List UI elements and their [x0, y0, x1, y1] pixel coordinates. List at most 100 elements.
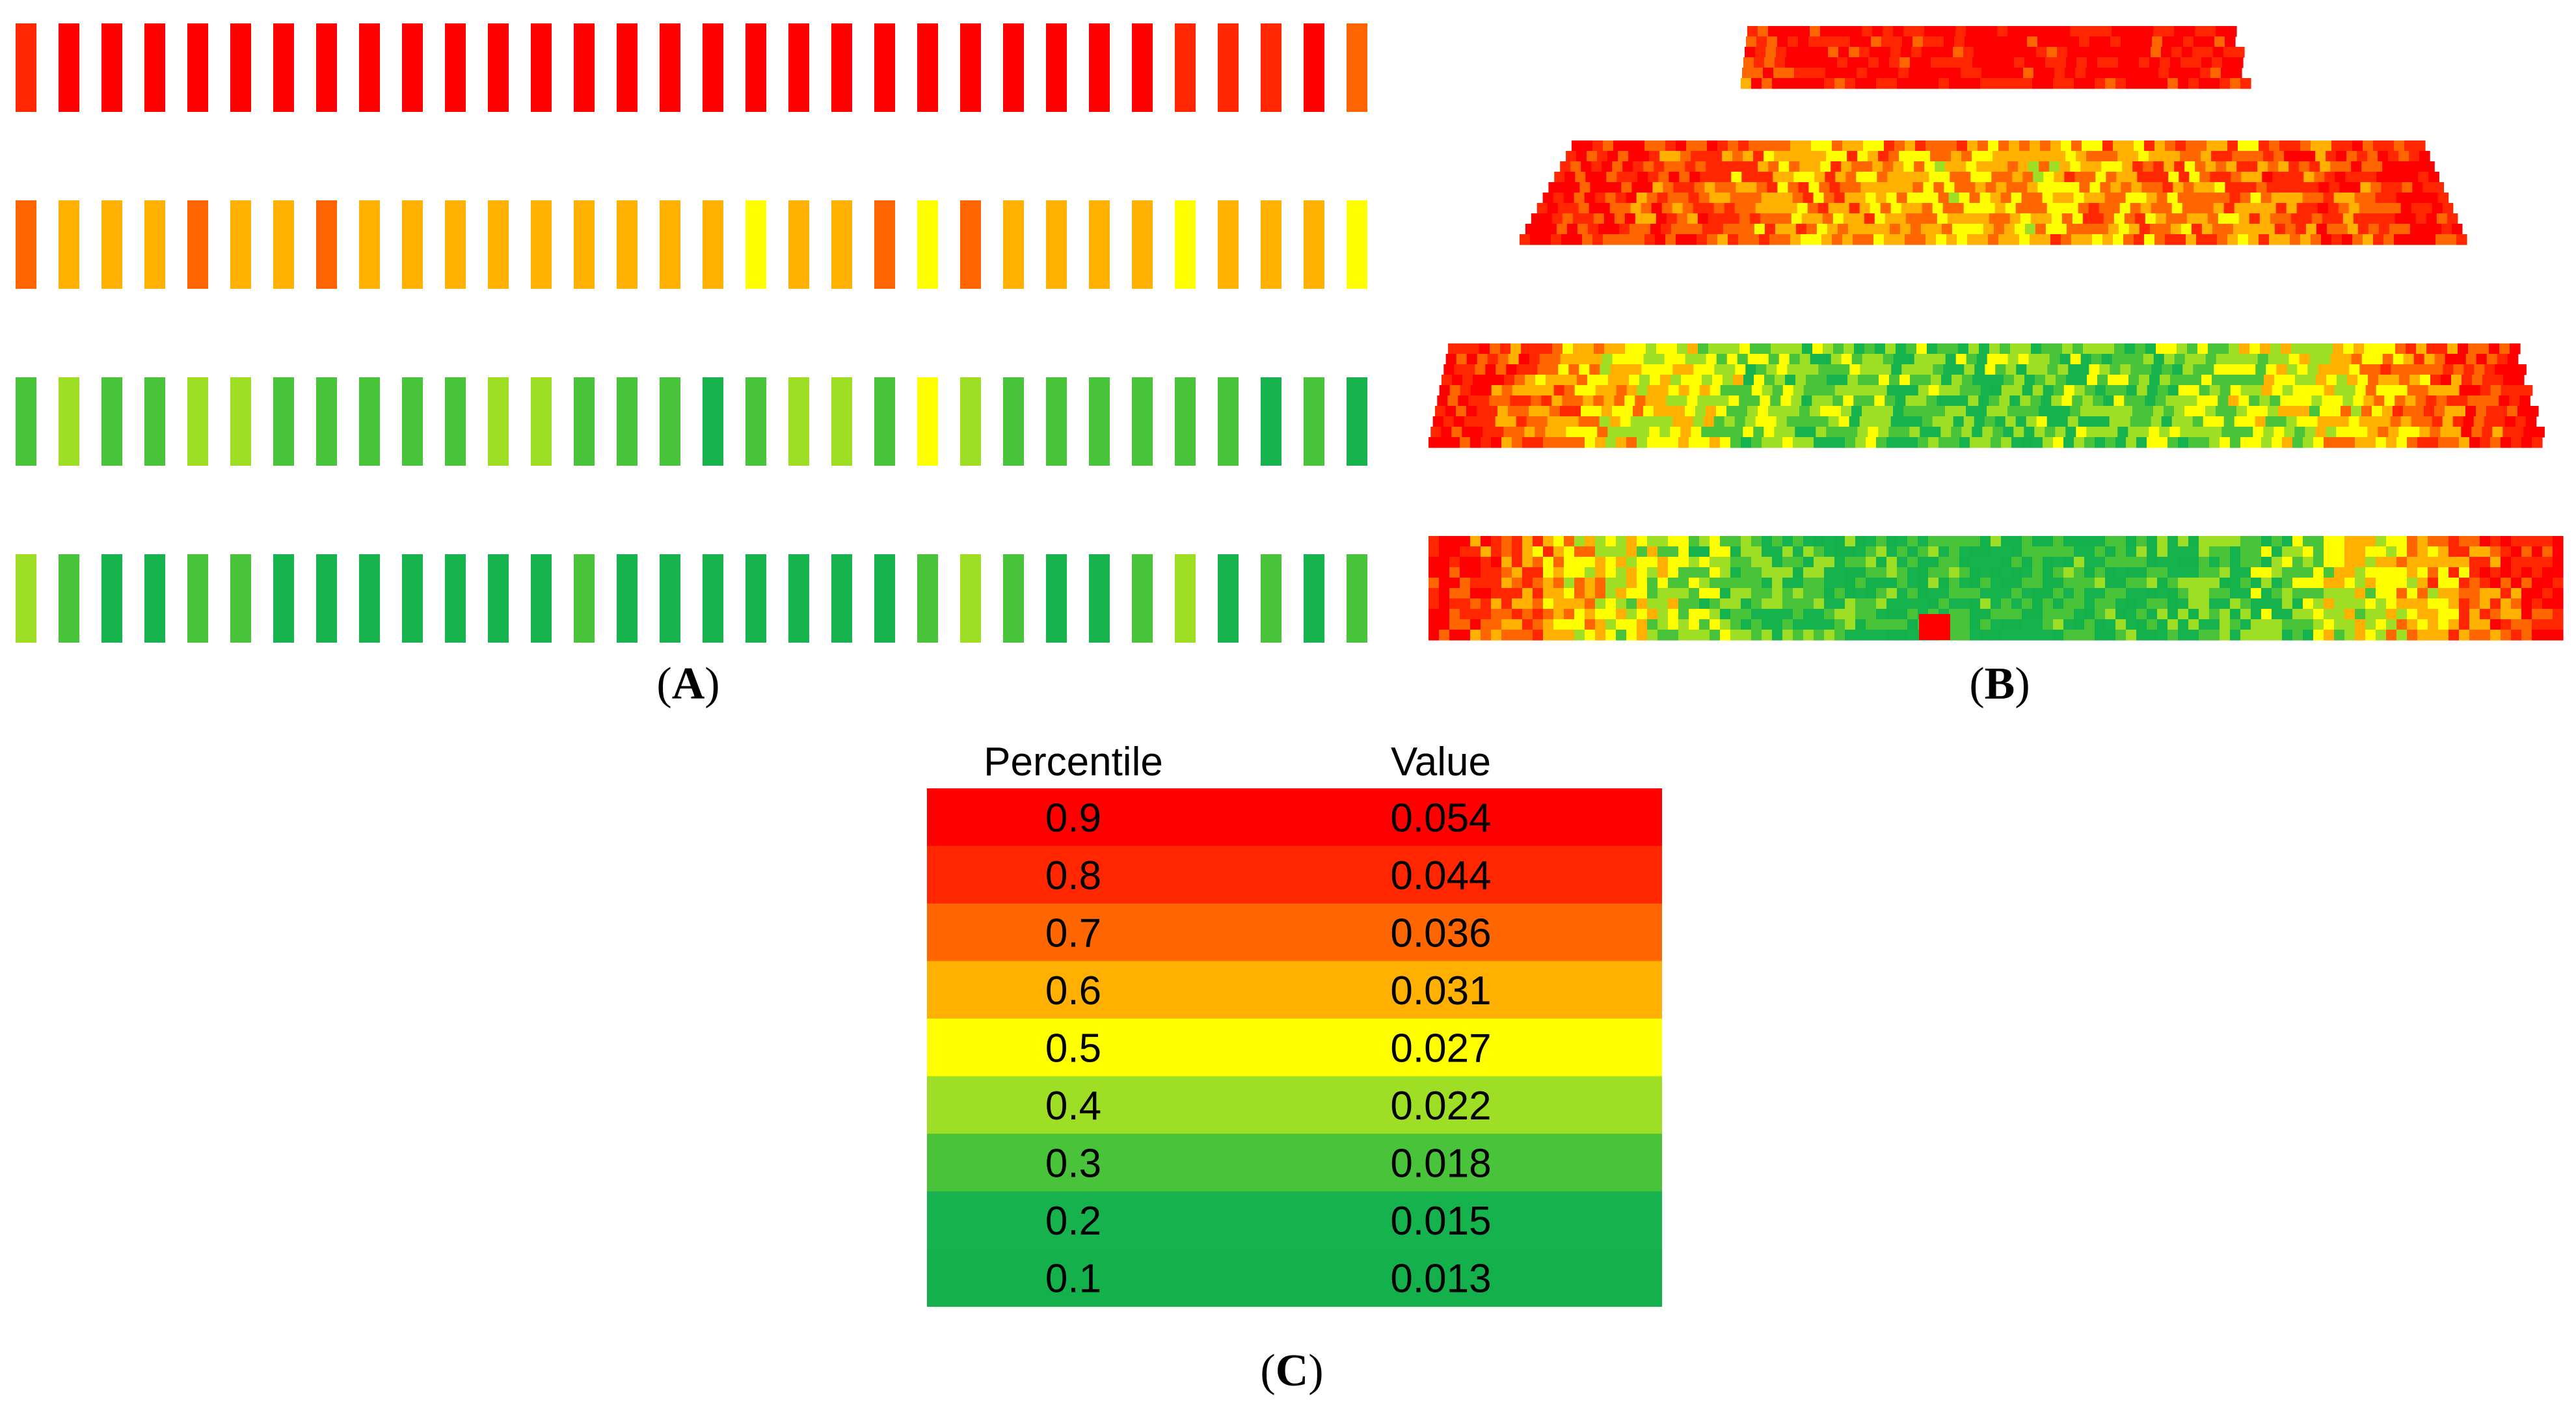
- heatmap-cell: [1855, 588, 1866, 599]
- heatmap-cell: [2430, 375, 2441, 386]
- heatmap-cell: [1724, 364, 1736, 375]
- heatmap-cell: [2285, 224, 2296, 235]
- heatmap-cell: [2001, 557, 2012, 568]
- heatmap-cell: [2223, 203, 2235, 214]
- heatmap-cell: [2076, 151, 2087, 162]
- heatmap-cell: [1824, 567, 1835, 578]
- heatmap-cell: [1810, 354, 1821, 365]
- heatmap-cell: [2063, 609, 2074, 620]
- heatmap-cell: [2265, 416, 2277, 427]
- heatmap-cell: [1940, 68, 1951, 79]
- heatmap-cell: [1764, 427, 1775, 438]
- heatmap-cell: [2447, 395, 2458, 407]
- heatmap-cell: [2282, 630, 2293, 641]
- heatmap-cell: [1616, 385, 1628, 396]
- heatmap-cell: [1477, 354, 1488, 365]
- heatmap-cell: [1837, 224, 1849, 235]
- heatmap-cell: [2270, 343, 2281, 354]
- heatmap-cell: [2386, 546, 2397, 557]
- heatmap-cell: [2421, 416, 2433, 427]
- heatmap-cell: [1753, 151, 1764, 162]
- heatmap-cell: [1832, 140, 1843, 152]
- heatmap-cell: [1928, 78, 1939, 89]
- heatmap-cell: [2344, 567, 2355, 578]
- heatmap-cell: [1570, 161, 1581, 172]
- heatmap-cell: [2424, 406, 2435, 417]
- heatmap-cell: [2157, 609, 2168, 620]
- heatmap-cell: [2210, 172, 2221, 183]
- heatmap-cell: [2287, 182, 2298, 193]
- strip-r4-c6: [230, 554, 251, 643]
- heatmap-cell: [2100, 182, 2111, 193]
- heatmap-cell: [1991, 536, 2002, 547]
- heatmap-cell: [1926, 395, 1937, 407]
- heatmap-cell: [1581, 161, 1592, 172]
- heatmap-cell: [2147, 78, 2158, 89]
- heatmap-cell: [1711, 151, 1723, 162]
- heatmap-cell: [1616, 630, 1627, 641]
- heatmap-cell: [2272, 567, 2283, 578]
- heatmap-cell: [1803, 619, 1814, 630]
- heatmap-cell: [1633, 354, 1644, 365]
- heatmap-cell: [2382, 354, 2394, 365]
- heatmap-cell: [2501, 588, 2512, 599]
- heatmap-cell: [1802, 343, 1813, 354]
- heatmap-cell: [2169, 68, 2180, 79]
- heatmap-cell: [1876, 536, 1887, 547]
- heatmap-cell: [1657, 567, 1669, 578]
- heatmap-cell: [2001, 437, 2012, 448]
- heatmap-cell: [2117, 68, 2128, 79]
- heatmap-cell: [2300, 234, 2311, 245]
- heatmap-cell: [1470, 557, 1481, 568]
- legend-row-swatch: [927, 961, 1662, 1019]
- heatmap-cell: [1663, 182, 1674, 193]
- heatmap-cell: [1551, 213, 1563, 224]
- heatmap-cell: [2167, 78, 2179, 89]
- heatmap-cell: [1939, 536, 1950, 547]
- heatmap-cell: [2109, 416, 2121, 427]
- heatmap-cell: [2132, 161, 2143, 172]
- heatmap-cell: [1725, 182, 1736, 193]
- heatmap-cell: [2012, 172, 2023, 183]
- heatmap-cell: [2427, 193, 2439, 204]
- heatmap-cell: [1762, 546, 1773, 557]
- heatmap-cell: [1993, 224, 2005, 235]
- heatmap-cell: [1970, 588, 1981, 599]
- heatmap-cell: [2449, 588, 2460, 599]
- heatmap-cell: [1512, 578, 1523, 589]
- strip-r2-c18: [745, 200, 766, 289]
- heatmap-cell: [2164, 26, 2175, 37]
- heatmap-cell: [1865, 193, 1877, 204]
- heatmap-cell: [2331, 140, 2342, 152]
- heatmap-cell: [1789, 161, 1800, 172]
- heatmap-cell: [1678, 385, 1690, 396]
- heatmap-cell: [2451, 375, 2462, 386]
- heatmap-cell: [2365, 598, 2376, 609]
- heatmap-cell: [2376, 546, 2387, 557]
- heatmap-cell: [1595, 557, 1606, 568]
- heatmap-cell: [2188, 536, 2199, 547]
- heatmap-cell: [2155, 213, 2167, 224]
- panel-label-c: (C): [1260, 1346, 1323, 1396]
- heatmap-cell: [1998, 140, 2009, 152]
- heatmap-cell: [1506, 364, 1517, 375]
- heatmap-cell: [2331, 234, 2342, 245]
- heatmap-cell: [1637, 588, 1648, 599]
- heatmap-cell: [2149, 375, 2160, 386]
- heatmap-cell: [1985, 36, 1996, 47]
- heatmap-cell: [2459, 630, 2470, 641]
- heatmap-cell: [2043, 598, 2054, 609]
- heatmap-cell: [2413, 406, 2424, 417]
- heatmap-cell: [2049, 406, 2060, 417]
- heatmap-cell: [2078, 364, 2089, 375]
- heatmap-cell: [1805, 151, 1816, 162]
- heatmap-cell: [2218, 343, 2229, 354]
- heatmap-cell: [2469, 385, 2481, 396]
- heatmap-cell: [2080, 354, 2092, 365]
- heatmap-cell: [2553, 630, 2564, 641]
- heatmap-cell: [2160, 224, 2171, 235]
- heatmap-cell: [2053, 567, 2064, 578]
- legend-row-percentile: 0.3: [1045, 1141, 1101, 1186]
- heatmap-cell: [2126, 567, 2137, 578]
- heatmap-cell: [2124, 395, 2135, 407]
